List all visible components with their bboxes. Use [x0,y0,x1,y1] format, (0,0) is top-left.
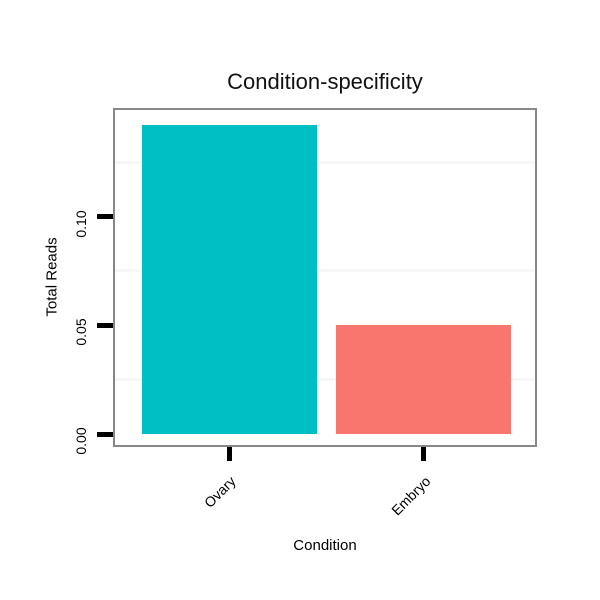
chart-title: Condition-specificity [227,69,423,94]
y-axis-tick-label: 0.00 [73,427,89,455]
minor-gridline [115,160,535,164]
y-axis-tick-label: 0.10 [73,209,89,238]
minor-gridline [115,378,535,382]
y-axis-tick [97,322,113,328]
x-axis-tick [421,447,427,461]
y-axis-tick-label: 0.05 [73,318,89,346]
x-axis-category-label: Ovary [201,473,239,511]
y-axis-tick [97,214,113,220]
y-axis-title: Total Reads [43,237,61,317]
plot-area [113,108,537,447]
y-axis-tick [97,431,113,437]
minor-gridline [115,269,535,273]
bar-embryo [336,325,512,435]
x-axis-category-label: Embryo [387,473,434,519]
x-axis-title: Condition [293,537,357,554]
x-axis-tick [227,447,233,461]
bar-ovary [142,125,318,435]
